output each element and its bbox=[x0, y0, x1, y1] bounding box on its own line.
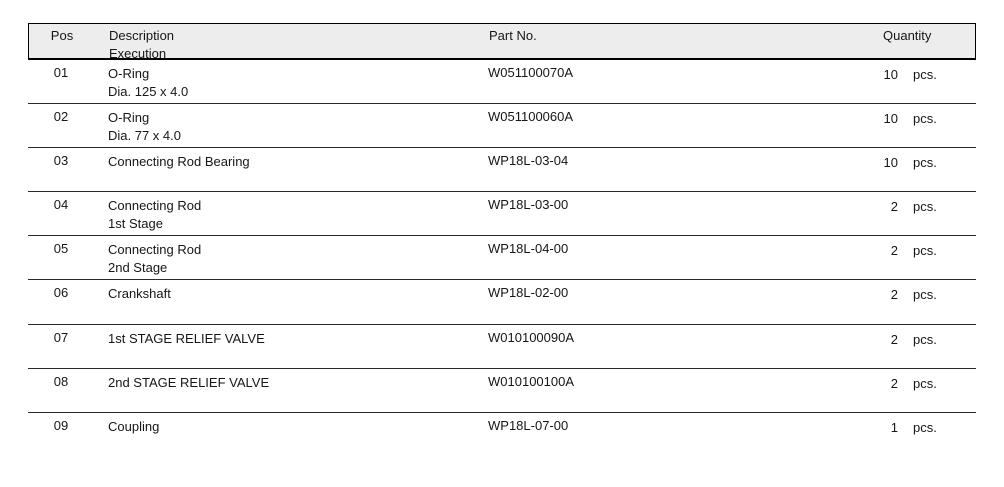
cell-unit: pcs. bbox=[913, 199, 937, 215]
table-row: 05 Connecting Rod 2nd Stage WP18L-04-00 … bbox=[28, 236, 976, 281]
cell-part-no: WP18L-04-00 bbox=[488, 241, 569, 257]
cell-pos: 06 bbox=[53, 285, 69, 301]
cell-pos: 09 bbox=[53, 417, 69, 433]
table-row: 03 Connecting Rod Bearing WP18L-03-04 10… bbox=[28, 148, 976, 193]
description-line: Connecting Rod Bearing bbox=[108, 154, 250, 170]
cell-description: Coupling bbox=[108, 418, 488, 436]
description-line: O-Ring bbox=[108, 66, 150, 81]
description-line: Coupling bbox=[108, 418, 160, 434]
cell-unit: pcs. bbox=[913, 111, 937, 127]
cell-part-no: WP18L-03-00 bbox=[488, 197, 569, 213]
execution-line: 1st Stage bbox=[108, 216, 163, 232]
execution-line: Dia. 125 x 4.0 bbox=[108, 84, 189, 99]
cell-part-no: W010100090A bbox=[488, 329, 575, 345]
cell-quantity: 2 bbox=[890, 331, 898, 347]
description-line: 1st STAGE RELIEF VALVE bbox=[108, 330, 265, 346]
description-line: Connecting Rod bbox=[108, 198, 202, 214]
cell-quantity: 10 bbox=[883, 111, 898, 127]
cell-description: O-Ring Dia. 77 x 4.0 bbox=[108, 109, 488, 145]
cell-pos: 01 bbox=[53, 65, 69, 80]
cell-description: O-Ring Dia. 125 x 4.0 bbox=[108, 65, 488, 101]
cell-pos: 02 bbox=[53, 109, 69, 125]
cell-pos: 05 bbox=[53, 241, 69, 257]
execution-line: 2nd Stage bbox=[108, 260, 168, 276]
cell-description: Crankshaft bbox=[108, 285, 488, 303]
description-line: O-Ring bbox=[108, 110, 150, 126]
cell-quantity: 2 bbox=[890, 243, 898, 259]
cell-part-no: WP18L-07-00 bbox=[488, 417, 569, 433]
table-row: 09 Coupling WP18L-07-00 1 pcs. bbox=[28, 413, 976, 457]
cell-description: Connecting Rod 2nd Stage bbox=[108, 241, 488, 277]
column-header-pos: Pos bbox=[50, 28, 74, 43]
cell-description: Connecting Rod Bearing bbox=[108, 153, 488, 171]
cell-unit: pcs. bbox=[913, 375, 937, 391]
cell-description: 1st STAGE RELIEF VALVE bbox=[108, 330, 488, 348]
execution-line: Dia. 77 x 4.0 bbox=[108, 128, 181, 144]
cell-unit: pcs. bbox=[913, 331, 937, 347]
cell-part-no: W051100070A bbox=[488, 65, 574, 80]
cell-part-no: WP18L-03-04 bbox=[488, 153, 569, 169]
cell-unit: pcs. bbox=[913, 67, 937, 82]
table-row: 08 2nd STAGE RELIEF VALVE W010100100A 2 … bbox=[28, 369, 976, 413]
cell-pos: 08 bbox=[53, 373, 69, 389]
cell-quantity: 10 bbox=[883, 155, 898, 171]
cell-pos: 07 bbox=[53, 329, 69, 345]
cell-description: Connecting Rod 1st Stage bbox=[108, 197, 488, 233]
cell-description: 2nd STAGE RELIEF VALVE bbox=[108, 374, 488, 392]
cell-pos: 03 bbox=[53, 153, 69, 169]
table-row: 06 Crankshaft WP18L-02-00 2 pcs. bbox=[28, 280, 976, 325]
cell-part-no: W010100100A bbox=[488, 373, 575, 389]
table-header-row: Pos Description Execution Part No. Quant… bbox=[28, 23, 976, 63]
cell-quantity: 2 bbox=[890, 375, 898, 391]
cell-unit: pcs. bbox=[913, 287, 937, 303]
cell-unit: pcs. bbox=[913, 243, 937, 259]
description-line: 2nd STAGE RELIEF VALVE bbox=[108, 374, 270, 390]
column-header-part-no: Part No. bbox=[489, 28, 537, 43]
cell-quantity: 1 bbox=[890, 419, 898, 435]
cell-quantity: 10 bbox=[883, 67, 898, 82]
column-header-description: Description Execution bbox=[109, 27, 489, 63]
table-row: 07 1st STAGE RELIEF VALVE W010100090A 2 … bbox=[28, 325, 976, 369]
description-line: Crankshaft bbox=[108, 286, 171, 302]
table-row: 02 O-Ring Dia. 77 x 4.0 W051100060A 10 p… bbox=[28, 104, 976, 149]
table-row: 04 Connecting Rod 1st Stage WP18L-03-00 … bbox=[28, 192, 976, 237]
cell-quantity: 2 bbox=[890, 199, 898, 215]
table-row: 01 O-Ring Dia. 125 x 4.0 W051100070A 10 … bbox=[28, 60, 976, 105]
cell-part-no: W051100060A bbox=[488, 109, 574, 125]
column-header-quantity: Quantity bbox=[883, 28, 932, 43]
cell-unit: pcs. bbox=[913, 155, 937, 171]
cell-part-no: WP18L-02-00 bbox=[488, 285, 569, 301]
description-line: Connecting Rod bbox=[108, 242, 202, 258]
parts-list-table: Pos Description Execution Part No. Quant… bbox=[28, 23, 976, 457]
column-header-execution-line2: Execution bbox=[109, 46, 167, 61]
cell-quantity: 2 bbox=[890, 287, 898, 303]
column-header-description-line1: Description bbox=[109, 28, 175, 43]
cell-pos: 04 bbox=[53, 197, 69, 213]
cell-unit: pcs. bbox=[913, 419, 937, 435]
